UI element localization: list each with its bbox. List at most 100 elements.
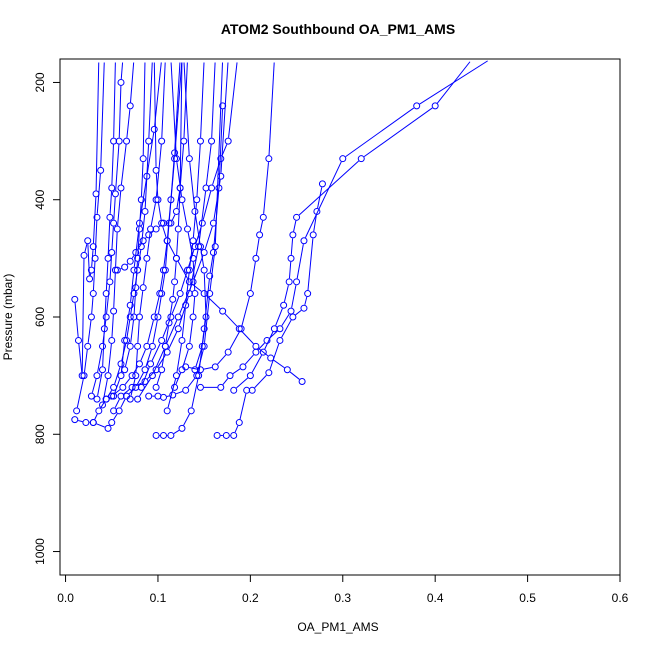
series-line-segment (177, 191, 181, 226)
series-line-segment (170, 156, 175, 197)
series-line-segment (114, 378, 121, 394)
series-line-segment (139, 378, 151, 397)
series-line-segment (170, 62, 177, 156)
data-point (172, 155, 180, 163)
data-point (226, 372, 234, 380)
data-point (285, 278, 293, 286)
series-line-segment (206, 295, 221, 310)
data-point (84, 237, 92, 245)
series-line-segment (78, 343, 83, 373)
series-line-segment (111, 144, 114, 185)
series-line-segment (137, 232, 140, 255)
series-line-segment (142, 366, 150, 385)
series-line-segment (209, 250, 216, 291)
x-axis: 0.0 0.1 0.2 0.3 0.4 0.5 0.6 (57, 574, 629, 605)
series-line-segment (251, 355, 263, 373)
data-point (137, 383, 145, 391)
series-line-segment (96, 173, 101, 214)
series-line-segment (363, 107, 433, 158)
data-point (174, 325, 182, 333)
series-line-segment (124, 378, 131, 385)
data-point (217, 383, 225, 391)
data-point (167, 219, 175, 227)
series-line-segment (91, 296, 94, 314)
data-point (184, 225, 192, 233)
data-point (159, 431, 167, 439)
data-point (178, 424, 186, 432)
data-point (104, 254, 112, 262)
series-line-segment (158, 224, 162, 228)
series-line-segment (94, 220, 98, 255)
data-point (126, 313, 134, 321)
data-point (256, 231, 264, 239)
data-point (195, 243, 203, 251)
series-line-segment (217, 354, 227, 365)
series-line-segment (182, 203, 188, 226)
series-line-segment (154, 62, 162, 126)
series-line-segment (161, 349, 166, 367)
series-line-segment (120, 62, 124, 80)
data-point (126, 342, 134, 350)
data-point (213, 431, 221, 439)
series-line-segment (142, 62, 146, 156)
series-line-segment (192, 296, 196, 314)
series-line-segment (126, 263, 129, 265)
x-tick-label: 0.1 (150, 591, 167, 605)
series-line-segment (168, 243, 176, 256)
data-point (119, 383, 127, 391)
data-point (209, 219, 217, 227)
data-point (176, 290, 184, 298)
series-line-segment (212, 161, 221, 185)
series-line-segment (147, 371, 155, 380)
data-point (298, 378, 306, 385)
series-line-segment (263, 162, 270, 214)
data-point (339, 155, 347, 163)
series-line-segment (133, 291, 137, 314)
data-point (224, 348, 232, 356)
series-line-segment (204, 226, 213, 250)
data-point (71, 295, 79, 303)
data-point (158, 366, 166, 374)
series-line-segment (203, 367, 212, 370)
series-line-segment (296, 244, 304, 279)
series-line-segment (97, 349, 103, 373)
series-line-segment (141, 214, 146, 244)
series-line-segment (264, 331, 274, 350)
data-point (152, 383, 160, 391)
data-point (89, 290, 97, 298)
series-line-segment (161, 62, 166, 138)
data-point (196, 243, 204, 251)
series-line-segment (305, 161, 342, 238)
data-point (117, 360, 125, 368)
data-point (163, 237, 171, 245)
series-line-segment (114, 367, 121, 385)
series-line-segment (162, 320, 171, 338)
data-point (293, 278, 301, 286)
data-point (89, 243, 97, 251)
data-point (171, 278, 179, 286)
series-line-segment (241, 296, 250, 326)
series-line-segment (105, 261, 109, 291)
data-point (169, 295, 177, 303)
series-line-segment (259, 220, 264, 232)
data-point (309, 231, 317, 239)
data-point (108, 419, 116, 427)
series-line-segment (97, 373, 103, 396)
series-line-segment (269, 343, 280, 370)
series-line-segment (175, 372, 182, 385)
data-point (73, 407, 81, 415)
data-point (222, 431, 230, 439)
data-point (110, 407, 118, 415)
data-point (158, 336, 166, 344)
series-line-segment (158, 203, 162, 220)
data-point (165, 319, 173, 327)
data-point (169, 391, 177, 399)
series-line-segment (202, 191, 212, 220)
series-line-segment (158, 296, 162, 314)
series-line-segment (113, 413, 118, 420)
series-line-segment (96, 423, 105, 428)
series-line-segment (179, 144, 185, 185)
series-line-segment (295, 309, 302, 316)
